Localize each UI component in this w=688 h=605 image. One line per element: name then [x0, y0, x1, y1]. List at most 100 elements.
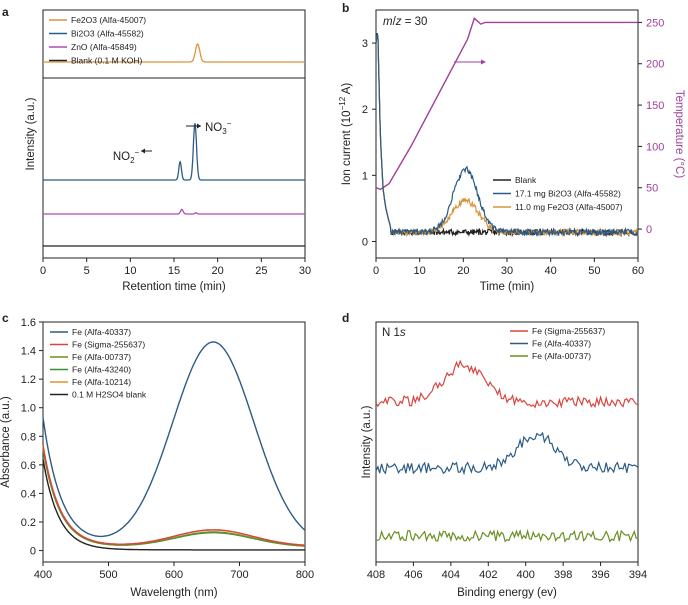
panel-c-y-tick-label: 0.8 — [21, 431, 36, 443]
panel-c-xlabel: Wavelength (nm) — [130, 587, 217, 599]
panel-c-legend-2-label: Fe (Alfa-00737) — [72, 352, 131, 362]
panel-a-legend: Fe2O3 (Alfa-45007) Bi2O3 (Alfa-45582) ZnO … — [49, 15, 146, 66]
panel-b-title: m/z = 30 — [383, 16, 427, 28]
panel-a-x-ticks: 0 5 10 15 20 25 30 — [40, 258, 311, 277]
panel-d-x-tick-label: 406 — [404, 569, 422, 581]
panel-b-frame — [375, 9, 639, 259]
panel-a-x-tick-label: 0 — [40, 265, 46, 277]
panel-b-plot — [375, 17, 639, 238]
panel-d-legend-0-label: Fe (Sigma-255637) — [532, 326, 605, 336]
panel-d-label: d — [342, 311, 349, 325]
panel-d-title: N 1s — [382, 327, 406, 339]
panel-a-x-tick-label: 25 — [255, 265, 267, 277]
panel-d-ylabel: Intensity (a.u.) — [361, 405, 373, 478]
panel-c-x-tick-label: 400 — [34, 569, 52, 581]
panel-d-x-tick-label: 394 — [629, 569, 647, 581]
panel-c-y-tick-label: 0.4 — [21, 488, 36, 500]
panel-b-x-tick-label: 10 — [414, 265, 426, 277]
panel-b-x-tick-label: 20 — [457, 265, 469, 277]
panel-d-series-1 — [375, 431, 639, 476]
panel-d-plot — [375, 359, 639, 543]
panel-d-x-tick-label: 408 — [367, 569, 385, 581]
panel-b-ylabel: Ion current (10−12 A) — [338, 83, 353, 186]
panel-b-y2-tick-label: 150 — [646, 100, 664, 112]
panel-c: c 400 500 600 700 800 0 0.2 0.4 0.6 0.8 1.0 1.2 1.4 1… — [0, 311, 314, 599]
panel-a-legend-3-label: Blank (0.1 M KOH) — [71, 56, 142, 66]
panel-b-x-tick-label: 40 — [545, 265, 557, 277]
panel-d-frame — [375, 321, 639, 563]
panel-b-x-tick-label: 50 — [588, 265, 600, 277]
panel-b-y-tick-label: 1 — [362, 170, 368, 182]
panel-c-y-tick-label: 1.6 — [21, 317, 36, 329]
panel-a-xlabel: Retention time (min) — [122, 281, 226, 293]
panel-a: a 0 5 10 15 20 25 30 Fe2O3 (Alfa-45007) Bi2O3 (… — [2, 5, 311, 293]
panel-d-ticks: 408 406 404 402 400 398 396 394 — [367, 562, 647, 581]
panel-c-plot — [42, 341, 306, 551]
panel-b-y2label: Temperature (°C) — [673, 90, 685, 178]
panel-c-legend-1-label: Fe (Sigma-255637) — [72, 340, 145, 350]
panel-d-series-0 — [375, 359, 639, 409]
panel-c-x-tick-label: 600 — [165, 569, 183, 581]
panel-a-x-tick-label: 20 — [212, 265, 224, 277]
panel-b-x-tick-label: 30 — [501, 265, 513, 277]
panel-c-series-0 — [42, 341, 306, 538]
panel-b-legend: Blank 17.1 mg Bi2O3 (Alfa-45582) 11.0 mg F… — [493, 175, 623, 212]
panel-c-ylabel: Absorbance (a.u.) — [0, 396, 12, 488]
panel-a-series-0 — [43, 43, 305, 63]
panel-d-x-tick-label: 402 — [479, 569, 497, 581]
panel-d-x-tick-label: 404 — [442, 569, 460, 581]
panel-c-ticks: 400 500 600 700 800 0 0.2 0.4 0.6 0.8 1.0 1.2 1.4 1.6 — [21, 317, 314, 581]
panel-c-series-3 — [42, 448, 306, 547]
panel-b-y2-tick-label: 250 — [646, 17, 664, 29]
panel-a-label: a — [2, 5, 9, 19]
panel-b-x-tick-label: 60 — [632, 265, 644, 277]
panel-a-plot — [43, 43, 305, 247]
panel-c-x-tick-label: 500 — [99, 569, 117, 581]
panel-d-legend: Fe (Sigma-255637) Fe (Alfa-40337) Fe (Alfa… — [510, 326, 605, 361]
panel-c-series-2 — [42, 447, 305, 547]
annotation-no3: NO3− — [205, 119, 232, 136]
panel-c-legend-0-label: Fe (Alfa-40337) — [72, 327, 131, 337]
panel-a-legend-1-label: Bi2O3 (Alfa-45582) — [71, 29, 144, 39]
panel-d-legend-1-label: Fe (Alfa-40337) — [532, 339, 591, 349]
panel-a-x-tick-label: 10 — [124, 265, 136, 277]
panel-b-y2-tick-label: 100 — [646, 141, 664, 153]
panel-c-x-tick-label: 800 — [296, 569, 314, 581]
panel-c-series-5 — [42, 458, 305, 551]
panel-b-legend-0-label: Blank — [515, 175, 537, 185]
panel-c-legend-5-label: 0.1 M H2SO4 blank — [72, 390, 147, 400]
panel-c-y-tick-label: 1.0 — [21, 403, 36, 415]
annotation-no2: NO2− — [113, 148, 140, 165]
panel-a-series-2 — [43, 208, 305, 215]
panel-d: d 408 406 404 402 400 398 396 394 Fe (Sigma-255… — [342, 311, 647, 599]
panel-a-x-tick-label: 5 — [84, 265, 90, 277]
panel-c-label: c — [2, 311, 9, 325]
panel-c-y-tick-label: 0.2 — [21, 517, 36, 529]
arrow-no3-head — [197, 123, 201, 129]
panel-b-temperature-line — [375, 17, 638, 191]
temperature-arrow-head — [481, 59, 486, 65]
arrow-no2-head — [141, 148, 145, 154]
panel-c-legend: Fe (Alfa-40337) Fe (Sigma-255637) Fe (Alfa… — [50, 327, 147, 400]
panel-c-legend-3-label: Fe (Alfa-43240) — [72, 365, 131, 375]
panel-b-y-tick-label: 2 — [362, 104, 368, 116]
panel-a-legend-0-label: Fe2O3 (Alfa-45007) — [71, 15, 146, 25]
panel-b-xlabel: Time (min) — [480, 281, 535, 293]
panel-b-y2-tick-label: 50 — [646, 183, 658, 195]
panel-c-y-tick-label: 0.6 — [21, 460, 36, 472]
panel-a-x-tick-label: 15 — [168, 265, 180, 277]
panel-d-x-tick-label: 396 — [591, 569, 609, 581]
panel-d-x-tick-label: 398 — [554, 569, 572, 581]
panel-a-ylabel: Intensity (a.u.) — [25, 97, 37, 170]
panel-b-label: b — [342, 1, 349, 15]
panel-b-y-tick-label: 0 — [362, 236, 368, 248]
panel-b-y2-tick-label: 200 — [646, 59, 664, 71]
panel-b-legend-1-label: 17.1 mg Bi2O3 (Alfa-45582) — [515, 189, 621, 199]
panel-b-y-tick-label: 3 — [362, 38, 368, 50]
panel-c-x-tick-label: 700 — [230, 569, 248, 581]
panel-c-y-tick-label: 1.2 — [21, 374, 36, 386]
panel-d-x-tick-label: 400 — [517, 569, 535, 581]
panel-d-legend-2-label: Fe (Alfa-00737) — [532, 351, 591, 361]
